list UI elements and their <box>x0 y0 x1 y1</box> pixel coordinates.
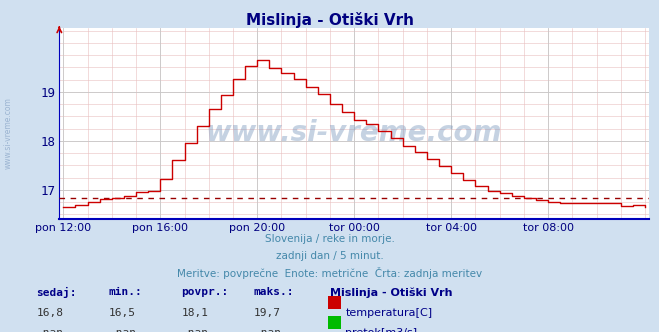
Text: 16,8: 16,8 <box>36 308 63 318</box>
Text: -nan: -nan <box>254 328 281 332</box>
Text: sedaj:: sedaj: <box>36 287 76 298</box>
Text: zadnji dan / 5 minut.: zadnji dan / 5 minut. <box>275 251 384 261</box>
Text: -nan: -nan <box>109 328 136 332</box>
Text: www.si-vreme.com: www.si-vreme.com <box>206 119 502 147</box>
Text: Meritve: povprečne  Enote: metrične  Črta: zadnja meritev: Meritve: povprečne Enote: metrične Črta:… <box>177 267 482 279</box>
Text: maks.:: maks.: <box>254 287 294 297</box>
Text: www.si-vreme.com: www.si-vreme.com <box>3 97 13 169</box>
Text: Mislinja - Otiški Vrh: Mislinja - Otiški Vrh <box>330 287 452 298</box>
Text: temperatura[C]: temperatura[C] <box>345 308 432 318</box>
Text: -nan: -nan <box>36 328 63 332</box>
Text: Mislinja - Otiški Vrh: Mislinja - Otiški Vrh <box>246 12 413 28</box>
Text: -nan: -nan <box>181 328 208 332</box>
Text: 18,1: 18,1 <box>181 308 208 318</box>
Text: povpr.:: povpr.: <box>181 287 229 297</box>
Text: pretok[m3/s]: pretok[m3/s] <box>345 328 417 332</box>
Text: min.:: min.: <box>109 287 142 297</box>
Text: 19,7: 19,7 <box>254 308 281 318</box>
Text: 16,5: 16,5 <box>109 308 136 318</box>
Text: Slovenija / reke in morje.: Slovenija / reke in morje. <box>264 234 395 244</box>
